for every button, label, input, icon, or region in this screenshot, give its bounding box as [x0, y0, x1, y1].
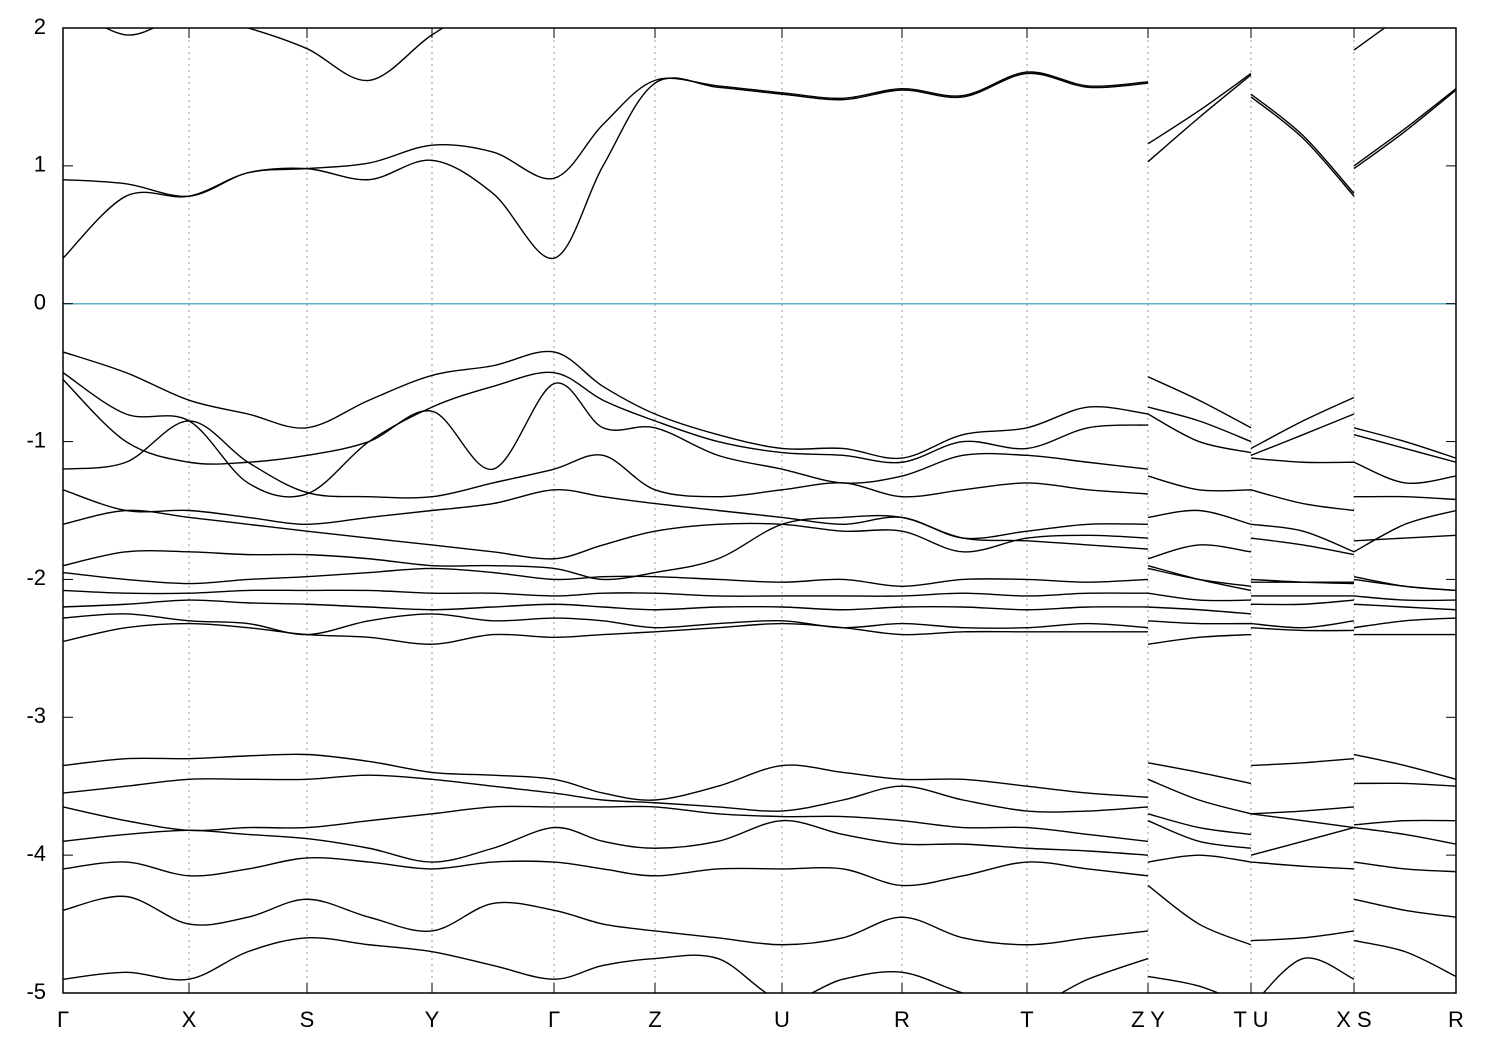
x-tick-label: R: [894, 1007, 910, 1032]
y-tick-label: -3: [26, 703, 46, 728]
band-line: [104, 28, 1386, 82]
band-line: [63, 350, 1456, 460]
band-line: [63, 509, 1456, 560]
x-tick-label: U: [774, 1007, 790, 1032]
band-line: [63, 819, 1456, 863]
band-line: [63, 599, 1456, 615]
band-line: [63, 420, 1456, 512]
y-tick-label: -5: [26, 979, 46, 1004]
y-tick-label: -1: [26, 427, 46, 452]
y-tick-label: -2: [26, 565, 46, 590]
band-line: [63, 805, 1456, 843]
y-tick-label: -4: [26, 841, 46, 866]
x-tick-label: T U: [1233, 1007, 1268, 1032]
x-tick-label: Γ: [57, 1007, 69, 1032]
band-line: [63, 589, 1456, 602]
x-tick-label: R: [1448, 1007, 1464, 1032]
x-tick-label: Z Y: [1131, 1007, 1165, 1032]
band-line: [63, 488, 1456, 553]
x-tick-label: Y: [425, 1007, 440, 1032]
x-tick-label: Γ: [548, 1007, 560, 1032]
x-tick-label: S: [300, 1007, 315, 1032]
band-line: [63, 937, 1456, 993]
band-line: [63, 371, 1456, 498]
band-line: [63, 884, 1456, 946]
band-line: [63, 567, 1456, 592]
band-line: [63, 854, 1456, 887]
bands: [63, 28, 1456, 993]
y-tick-label: 2: [34, 14, 46, 39]
y-tick-label: 1: [34, 152, 46, 177]
band-line: [63, 379, 1456, 485]
x-tick-label: X: [182, 1007, 197, 1032]
x-tick-label: X S: [1336, 1007, 1371, 1032]
band-line: [63, 774, 1456, 815]
plot-frame: [62, 27, 1457, 994]
band-line: [63, 622, 1456, 645]
y-tick-label: 0: [34, 290, 46, 315]
x-tick-label: Z: [648, 1007, 661, 1032]
band-line: [63, 753, 1456, 801]
band-line: [63, 72, 1456, 259]
band-line: [63, 71, 1456, 198]
x-tick-label: T: [1020, 1007, 1033, 1032]
band-line: [63, 613, 1456, 636]
axes: 2 1 0 -1 -2 -3 -4 -5 Γ X S Y Γ Z U R T Z Y T U X S R: [26, 14, 1464, 1032]
